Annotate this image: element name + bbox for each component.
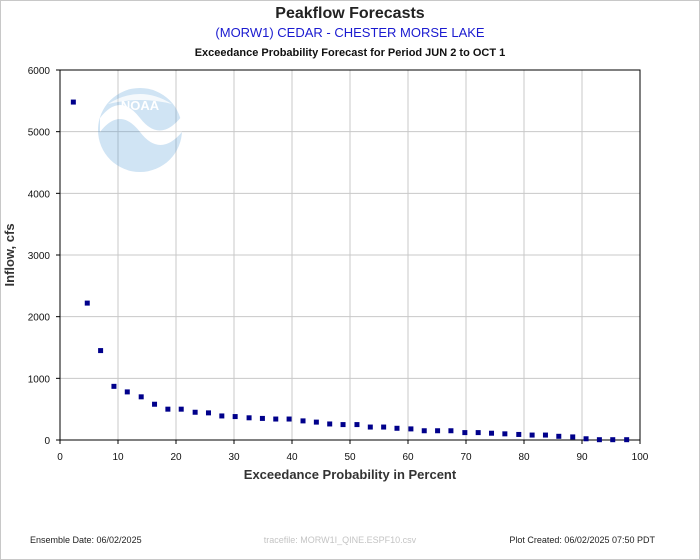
data-point [542, 432, 548, 438]
chart-title: Peakflow Forecasts [275, 5, 425, 22]
y-tick-label: 1000 [28, 374, 51, 385]
chart-subtitle: (MORW1) CEDAR - CHESTER MORSE LAKE [215, 25, 485, 40]
data-point [286, 416, 292, 422]
data-point [529, 432, 535, 438]
x-tick-label: 90 [576, 452, 588, 463]
data-point [596, 437, 602, 443]
data-point [84, 300, 90, 306]
y-tick-label: 6000 [28, 66, 51, 77]
data-point [462, 430, 468, 436]
data-point [583, 436, 589, 442]
data-point [381, 424, 387, 430]
data-point [610, 437, 616, 443]
data-point [475, 430, 481, 436]
data-point [421, 428, 427, 434]
x-tick-label: 70 [460, 452, 472, 463]
y-tick-label: 3000 [28, 251, 51, 262]
data-point [259, 415, 265, 421]
x-tick-label: 10 [112, 452, 124, 463]
data-point [354, 422, 360, 428]
data-point [502, 431, 508, 437]
data-point [232, 414, 238, 420]
x-tick-label: 60 [402, 452, 414, 463]
data-point [394, 425, 400, 431]
data-point [165, 406, 171, 412]
data-point [367, 424, 373, 430]
data-point [624, 437, 630, 443]
data-point [435, 428, 441, 434]
x-axis-label: Exceedance Probability in Percent [244, 467, 457, 482]
data-point [516, 431, 522, 437]
y-tick-label: 0 [44, 436, 50, 447]
axis-ticks: 0 10 20 30 40 50 60 70 80 90 100010002000300040005… [28, 66, 649, 463]
x-tick-label: 100 [632, 452, 649, 463]
data-point [138, 394, 144, 400]
data-point [489, 430, 495, 436]
tracefile-name: tracefile: MORW1I_QINE.ESPF10.csv [264, 535, 417, 545]
x-tick-label: 20 [170, 452, 182, 463]
data-point [448, 428, 454, 434]
x-tick-label: 80 [518, 452, 530, 463]
x-tick-label: 50 [344, 452, 356, 463]
data-point [340, 422, 346, 428]
gridlines [60, 70, 640, 440]
data-point [313, 419, 319, 425]
x-tick-label: 40 [286, 452, 298, 463]
data-point [246, 415, 252, 421]
data-point [152, 401, 158, 407]
data-point [98, 348, 104, 354]
y-tick-label: 2000 [28, 313, 51, 324]
y-tick-label: 4000 [28, 189, 51, 200]
data-point [570, 434, 576, 440]
data-point [556, 433, 562, 439]
data-point [327, 421, 333, 427]
noaa-logo-icon: NOAA [98, 88, 182, 172]
data-points [70, 99, 630, 443]
data-point [273, 416, 279, 422]
plot-created: Plot Created: 06/02/2025 07:50 PDT [509, 535, 655, 545]
forecast-period: Exceedance Probability Forecast for Peri… [195, 47, 506, 59]
ensemble-date: Ensemble Date: 06/02/2025 [30, 535, 142, 545]
noaa-logo-text: NOAA [121, 98, 160, 113]
plot-area: NOAA 0 10 20 30 40 50 60 70 80 90 1000100020003000… [28, 66, 649, 463]
data-point [111, 383, 117, 389]
data-point [124, 389, 130, 395]
x-tick-label: 0 [57, 452, 63, 463]
x-tick-label: 30 [228, 452, 240, 463]
data-point [219, 413, 225, 419]
data-point [205, 410, 211, 416]
data-point [178, 406, 184, 412]
data-point [300, 418, 306, 424]
data-point [408, 426, 414, 432]
y-axis-label: Inflow, cfs [2, 223, 17, 286]
data-point [70, 99, 76, 105]
y-tick-label: 5000 [28, 128, 51, 139]
data-point [192, 409, 198, 415]
